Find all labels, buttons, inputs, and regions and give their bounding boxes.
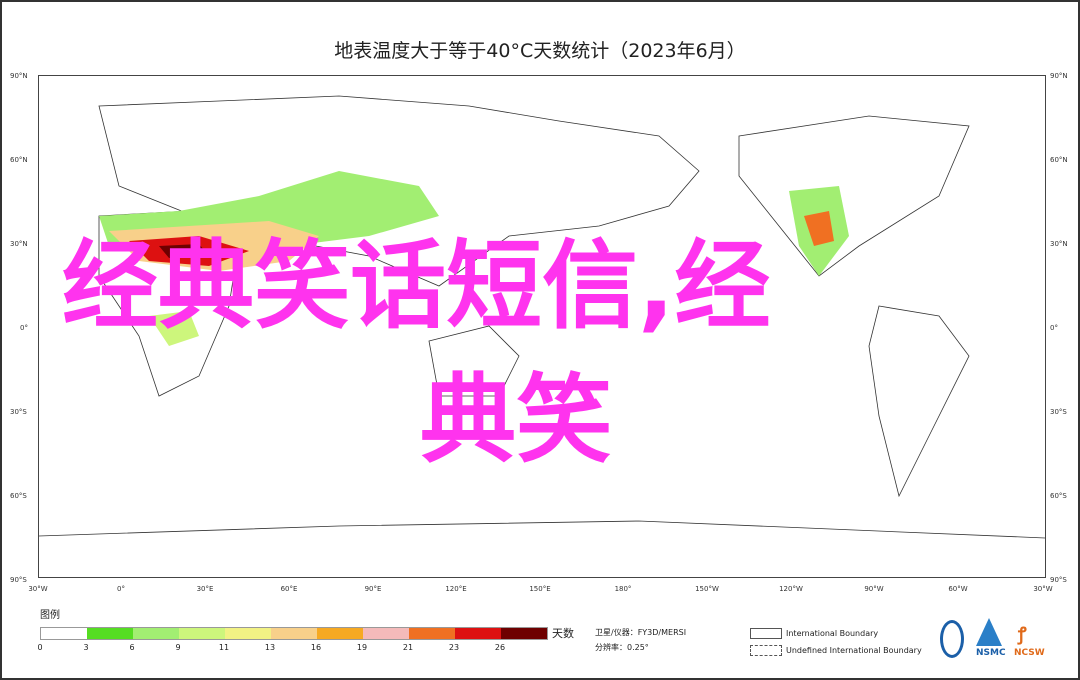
legend-tick: 9 bbox=[175, 643, 181, 652]
lon-label: 180° bbox=[614, 585, 632, 593]
lon-label: 30°W bbox=[1033, 585, 1053, 593]
lon-label: 30°W bbox=[28, 585, 48, 593]
lat-label: 60°S bbox=[10, 492, 27, 500]
lon-label: 90°E bbox=[364, 585, 382, 593]
legend-title: 图例 bbox=[40, 610, 60, 621]
lon-label: 120°E bbox=[445, 585, 467, 593]
lon-label: 0° bbox=[117, 585, 125, 593]
legend-swatch bbox=[271, 628, 317, 639]
lat-label: 60°N bbox=[10, 156, 28, 164]
lat-label: 0° bbox=[20, 324, 28, 332]
legend-tick: 19 bbox=[356, 643, 368, 652]
lat-label-right: 60°N bbox=[1050, 156, 1068, 164]
landmass-layer bbox=[38, 95, 1046, 539]
legend-tick: 3 bbox=[83, 643, 89, 652]
lat-label-right: 90°S bbox=[1050, 576, 1067, 584]
legend-tick: 13 bbox=[264, 643, 276, 652]
lon-label: 60°E bbox=[280, 585, 298, 593]
undefined-boundary-label: Undefined International Boundary bbox=[786, 646, 922, 655]
legend-tick: 11 bbox=[218, 643, 230, 652]
nsmc-logo: NSMC bbox=[976, 648, 1006, 658]
legend-tick: 26 bbox=[494, 643, 506, 652]
legend-unit: 天数 bbox=[552, 627, 574, 640]
lat-label: 30°N bbox=[10, 240, 28, 248]
legend-swatch bbox=[41, 628, 87, 639]
legend-tick: 21 bbox=[402, 643, 414, 652]
legend-swatch bbox=[501, 628, 547, 639]
north-america-outline bbox=[738, 115, 970, 277]
legend-tick: 23 bbox=[448, 643, 460, 652]
international-boundary-symbol bbox=[750, 628, 782, 639]
legend-color-bar bbox=[40, 627, 548, 640]
lon-label: 60°W bbox=[948, 585, 968, 593]
lat-label: 30°S bbox=[10, 408, 27, 416]
legend-swatch bbox=[317, 628, 363, 639]
ncsw-flame-icon: ꝭ bbox=[1018, 624, 1027, 645]
lon-label: 120°W bbox=[779, 585, 803, 593]
lat-label-right: 0° bbox=[1050, 324, 1058, 332]
australia-outline bbox=[428, 325, 520, 397]
undefined-boundary-symbol bbox=[750, 645, 782, 656]
international-boundary-label: International Boundary bbox=[786, 629, 879, 638]
legend-tick: 6 bbox=[129, 643, 135, 652]
satellite-info: 卫星/仪器：FY3D/MERSI bbox=[595, 628, 687, 637]
legend-swatch bbox=[133, 628, 179, 639]
cma-logo bbox=[940, 620, 964, 658]
legend-swatch bbox=[87, 628, 133, 639]
legend-swatch bbox=[225, 628, 271, 639]
lat-label: 90°S bbox=[10, 576, 27, 584]
resolution-info: 分辨率：0.25° bbox=[595, 643, 649, 652]
overlay-text-line2: 典笑 bbox=[420, 364, 612, 476]
lat-label-right: 60°S bbox=[1050, 492, 1067, 500]
lat-label-right: 90°N bbox=[1050, 72, 1068, 80]
legend-swatch bbox=[179, 628, 225, 639]
lat-label: 90°N bbox=[10, 72, 28, 80]
lon-label: 90°W bbox=[864, 585, 884, 593]
legend-swatch bbox=[409, 628, 455, 639]
legend-tick: 16 bbox=[310, 643, 322, 652]
lat-label-right: 30°N bbox=[1050, 240, 1068, 248]
legend-swatch bbox=[363, 628, 409, 639]
lon-label: 150°E bbox=[529, 585, 551, 593]
legend-tick: 0 bbox=[37, 643, 43, 652]
nsmc-logo-triangle bbox=[976, 618, 1002, 646]
south-america-outline bbox=[868, 305, 970, 498]
lon-label: 150°W bbox=[695, 585, 719, 593]
world-map bbox=[38, 75, 1046, 578]
lon-label: 30°E bbox=[196, 585, 214, 593]
lat-label-right: 30°S bbox=[1050, 408, 1067, 416]
overlay-text-line1: 经典笑话短信,经 bbox=[62, 230, 771, 342]
ncsw-logo: NCSW bbox=[1014, 648, 1045, 658]
antarctica-outline bbox=[38, 520, 1046, 539]
legend-swatch bbox=[455, 628, 501, 639]
map-title: 地表温度大于等于40°C天数统计（2023年6月） bbox=[334, 40, 746, 62]
heat-days-areas bbox=[99, 171, 849, 346]
